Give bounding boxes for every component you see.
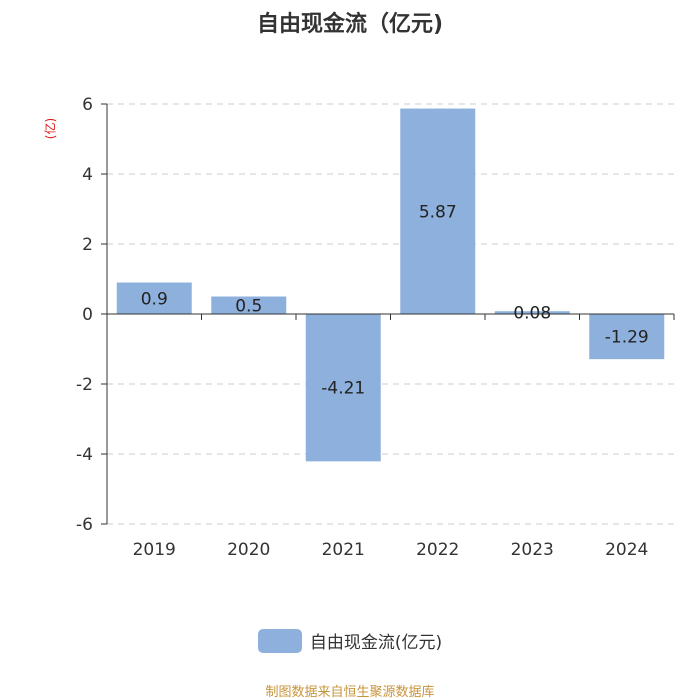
x-category-label: 2019 (133, 540, 176, 560)
bar (589, 314, 665, 360)
y-tick-label: 6 (82, 95, 93, 115)
data-label: 5.87 (419, 202, 457, 222)
legend-swatch (257, 628, 302, 653)
y-tick-label: -2 (76, 375, 93, 395)
bar (211, 296, 287, 314)
data-label: -4.21 (321, 379, 365, 399)
y-tick-label: -6 (76, 515, 93, 535)
x-category-label: 2024 (605, 540, 648, 560)
data-label: 0.5 (235, 296, 262, 316)
y-tick-label: 2 (82, 235, 93, 255)
bar (305, 314, 381, 462)
source-note: 制图数据来自恒生聚源数据库 (265, 685, 435, 700)
y-tick-label: -4 (76, 445, 93, 465)
data-label: 0.9 (141, 289, 168, 309)
chart-title: 自由现金流（亿元) (256, 12, 444, 37)
x-category-label: 2021 (322, 540, 365, 560)
legend-label: 自由现金流(亿元) (309, 633, 443, 653)
legend[interactable]: 自由现金流(亿元) (0, 628, 700, 653)
bar (116, 282, 192, 314)
bar (400, 108, 476, 314)
y-tick-label: 4 (82, 165, 93, 185)
bar (494, 311, 570, 314)
x-category-label: 2020 (227, 540, 270, 560)
y-tick-label: 0 (82, 305, 93, 325)
x-category-label: 2023 (511, 540, 554, 560)
data-label: -1.29 (605, 328, 649, 348)
x-category-label: 2022 (416, 540, 459, 560)
data-label: 0.08 (513, 304, 551, 324)
